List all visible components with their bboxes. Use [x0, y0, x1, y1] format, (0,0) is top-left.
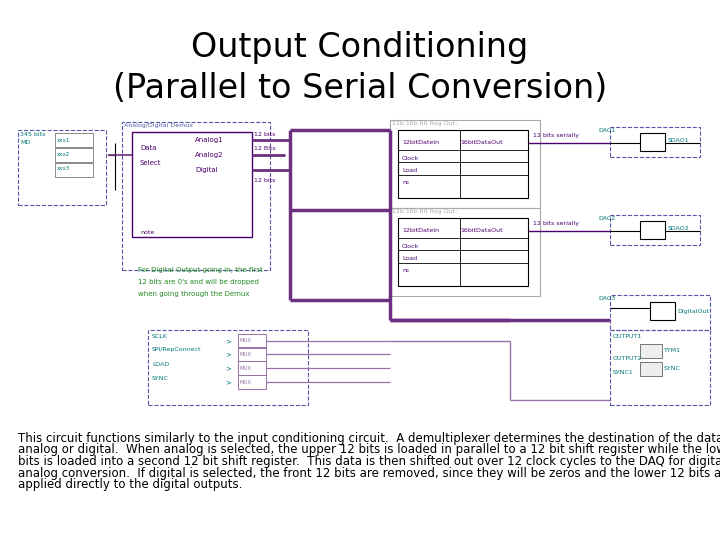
Text: SYNC: SYNC	[664, 367, 681, 372]
Bar	[18, 130, 106, 205]
Text: SYNC1: SYNC1	[613, 369, 634, 375]
Text: xxx1: xxx1	[57, 138, 71, 143]
Text: note: note	[140, 231, 154, 235]
Text: Analog2: Analog2	[195, 152, 223, 158]
Text: when going through the Demux: when going through the Demux	[138, 291, 250, 297]
Text: Data: Data	[140, 145, 156, 151]
Text: 12 bits: 12 bits	[254, 132, 275, 137]
Bar	[55, 163, 93, 177]
Text: Digital: Digital	[195, 167, 217, 173]
Text: >: >	[225, 338, 231, 344]
Text: TYM1: TYM1	[664, 348, 681, 354]
Text: SYNC: SYNC	[152, 375, 169, 381]
Bar	[238, 334, 266, 348]
Text: LOAD: LOAD	[152, 361, 169, 367]
Bar	[650, 302, 675, 320]
Bar	[610, 215, 700, 245]
Text: bits is loaded into a second 12 bit shift register.  This data is then shifted o: bits is loaded into a second 12 bit shif…	[18, 455, 720, 468]
Bar	[238, 361, 266, 375]
Text: (Parallel to Serial Conversion): (Parallel to Serial Conversion)	[113, 71, 607, 105]
Text: Output Conditioning: Output Conditioning	[192, 31, 528, 64]
Bar	[640, 344, 662, 358]
Text: analog or digital.  When analog is selected, the upper 12 bits is loaded in para: analog or digital. When analog is select…	[18, 443, 720, 456]
Text: nc: nc	[402, 179, 410, 185]
Text: 12 bits serially: 12 bits serially	[533, 133, 579, 138]
Text: 345 bits: 345 bits	[20, 132, 45, 138]
Text: DAC3: DAC3	[598, 296, 616, 301]
Bar	[148, 330, 308, 405]
Text: DAC1: DAC1	[598, 129, 615, 133]
Text: MD: MD	[20, 140, 30, 145]
Text: 12 bits are 0's and will be dropped: 12 bits are 0's and will be dropped	[138, 279, 259, 285]
Bar	[55, 148, 93, 162]
Text: >: >	[225, 351, 231, 357]
Bar	[132, 132, 252, 237]
Bar	[398, 130, 528, 198]
Bar	[640, 221, 665, 239]
Text: Select: Select	[140, 160, 161, 166]
Text: MUX: MUX	[240, 339, 252, 343]
Text: OUTPUT2: OUTPUT2	[613, 355, 642, 361]
Text: SCLK: SCLK	[152, 334, 168, 340]
Bar	[55, 133, 93, 147]
Text: nc: nc	[402, 267, 410, 273]
Text: OUTPUT1: OUTPUT1	[613, 334, 642, 340]
Bar	[610, 127, 700, 157]
Text: Clock: Clock	[402, 156, 419, 160]
Text: Analog/Digital Demux: Analog/Digital Demux	[124, 124, 193, 129]
Text: DAC2: DAC2	[598, 217, 616, 221]
Text: 16bitDataOut: 16bitDataOut	[460, 228, 503, 233]
Text: MUX: MUX	[240, 352, 252, 356]
Text: MUX: MUX	[240, 366, 252, 370]
Bar	[610, 330, 710, 405]
Text: SDAO2: SDAO2	[668, 226, 690, 231]
Text: SPI/RepConnect: SPI/RepConnect	[152, 348, 202, 353]
Text: 12 bits: 12 bits	[254, 178, 275, 183]
Text: Analog1: Analog1	[195, 137, 224, 143]
Bar	[398, 218, 528, 286]
Text: Load: Load	[402, 255, 417, 260]
Text: 12b 16b filt Reg Out:: 12b 16b filt Reg Out:	[392, 210, 457, 214]
Text: >: >	[225, 365, 231, 371]
Text: xxx3: xxx3	[57, 166, 71, 172]
Bar	[122, 122, 270, 270]
Text: This circuit functions similarly to the input conditioning circuit.  A demultipl: This circuit functions similarly to the …	[18, 432, 720, 445]
Text: 12 bits serially: 12 bits serially	[533, 221, 579, 226]
Text: 16bitDataOut: 16bitDataOut	[460, 140, 503, 145]
Text: xxx2: xxx2	[57, 152, 71, 158]
Bar	[640, 133, 665, 151]
Text: 12bitDatein: 12bitDatein	[402, 140, 439, 145]
Text: applied directly to the digital outputs.: applied directly to the digital outputs.	[18, 478, 243, 491]
Text: For Digital Output going in, the first: For Digital Output going in, the first	[138, 267, 263, 273]
Bar	[390, 208, 540, 296]
Text: Load: Load	[402, 167, 417, 172]
Text: analog conversion.  If digital is selected, the front 12 bits are removed, since: analog conversion. If digital is selecte…	[18, 467, 720, 480]
Text: >: >	[225, 379, 231, 385]
Bar	[238, 375, 266, 389]
Text: 12b 16b filt Reg Out:: 12b 16b filt Reg Out:	[392, 122, 457, 126]
Bar	[610, 295, 710, 330]
Text: 12 Bits: 12 Bits	[254, 146, 276, 152]
Text: 12bitDatein: 12bitDatein	[402, 228, 439, 233]
Text: MUX: MUX	[240, 380, 252, 384]
Text: DigitalOut: DigitalOut	[677, 308, 709, 314]
Bar	[640, 362, 662, 376]
Text: Clock: Clock	[402, 244, 419, 248]
Bar	[390, 120, 540, 208]
Text: SDAO1: SDAO1	[668, 138, 690, 143]
Bar	[238, 347, 266, 361]
